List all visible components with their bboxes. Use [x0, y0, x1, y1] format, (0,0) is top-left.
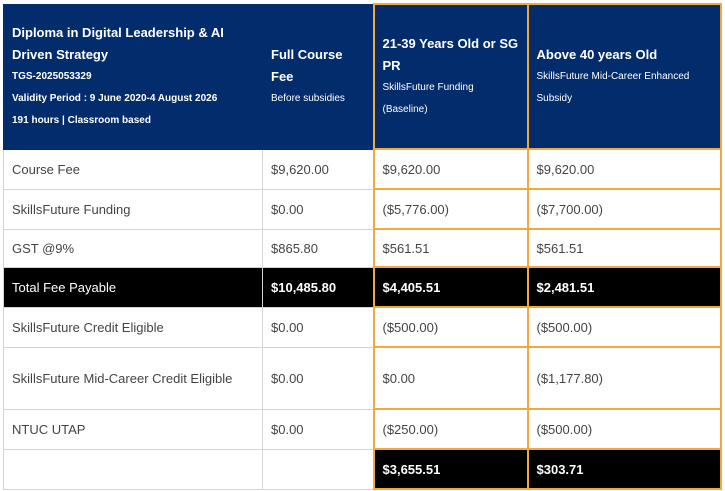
- table-row: GST @9% $865.80 $561.51 $561.51: [3, 228, 722, 268]
- table-cell: $865.80: [262, 228, 374, 268]
- table-cell: ($250.00): [372, 408, 529, 450]
- table-cell: $2,481.51: [526, 266, 722, 308]
- table-cell: $0.00: [262, 306, 374, 348]
- table-row: $3,655.51 $303.71: [3, 448, 722, 490]
- table-cell: NTUC UTAP: [3, 408, 263, 450]
- table-cell: Course Fee: [3, 148, 263, 190]
- header-cell: 21-39 Years Old or SG PR SkillsFuture Fun…: [372, 3, 529, 150]
- table-cell: $9,620.00: [526, 148, 722, 190]
- header-cell: Above 40 years Old SkillsFuture Mid-Caree…: [526, 3, 722, 150]
- table-cell: $9,620.00: [372, 148, 529, 190]
- table-cell: ($500.00): [372, 306, 529, 348]
- table-cell: SkillsFuture Mid-Career Credit Eligible: [3, 346, 263, 410]
- table-cell: $561.51: [372, 228, 529, 268]
- header-title: Above 40 years Old: [536, 46, 658, 62]
- table-cell: $10,485.80: [262, 266, 374, 308]
- header-detail: TGS-2025053329: [12, 70, 92, 82]
- table-row: Total Fee Payable $10,485.80 $4,405.51 $2,4…: [3, 266, 722, 308]
- table-cell: ($500.00): [526, 408, 722, 450]
- table-row: SkillsFuture Mid-Career Credit Eligible $…: [3, 346, 722, 410]
- fee-table: Diploma in Digital Leadership & AI Drive…: [3, 3, 722, 490]
- table-row: Course Fee $9,620.00 $9,620.00 $9,620.00: [3, 148, 722, 190]
- table-cell: SkillsFuture Credit Eligible: [3, 306, 263, 348]
- table-cell: $561.51: [526, 228, 722, 268]
- table-cell: GST @9%: [3, 228, 263, 268]
- table-cell: $0.00: [372, 346, 529, 410]
- header-title: Full Course Fee: [271, 46, 343, 84]
- header-detail: SkillsFuture Funding (Baseline): [382, 81, 474, 115]
- table-row: NTUC UTAP $0.00 ($250.00) ($500.00): [3, 408, 722, 450]
- header-detail: Validity Period : 9 June 2020-4 August 2…: [12, 92, 218, 104]
- table-cell: ($500.00): [526, 306, 722, 348]
- header-title: Diploma in Digital Leadership & AI Drive…: [12, 24, 224, 62]
- header-title: 21-39 Years Old or SG PR: [382, 35, 519, 73]
- table-cell: SkillsFuture Funding: [3, 188, 263, 230]
- table-cell: $4,405.51: [372, 266, 529, 308]
- table-row: SkillsFuture Funding $0.00 ($5,776.00) ($7,…: [3, 188, 722, 230]
- table-cell: $3,655.51: [372, 448, 529, 490]
- header-detail: 191 hours | Classroom based: [12, 114, 151, 126]
- table-cell: [3, 448, 263, 490]
- table-cell: ($7,700.00): [526, 188, 722, 230]
- table-cell: ($1,177.80): [526, 346, 722, 410]
- table-cell: $0.00: [262, 346, 374, 410]
- header-row: Diploma in Digital Leadership & AI Drive…: [3, 3, 722, 150]
- table-cell: $0.00: [262, 188, 374, 230]
- table-cell: [262, 448, 374, 490]
- table-cell: ($5,776.00): [372, 188, 529, 230]
- table-cell: $0.00: [262, 408, 374, 450]
- table-cell: $9,620.00: [262, 148, 374, 190]
- header-cell: Full Course Fee Before subsidies: [262, 3, 374, 150]
- header-detail: SkillsFuture Mid-Career Enhanced Subsidy: [536, 70, 690, 104]
- table-row: SkillsFuture Credit Eligible $0.00 ($500.0…: [3, 306, 722, 348]
- header-detail: Before subsidies: [271, 92, 345, 104]
- header-cell: Diploma in Digital Leadership & AI Drive…: [3, 3, 263, 150]
- table-cell: Total Fee Payable: [3, 266, 263, 308]
- table-cell: $303.71: [526, 448, 722, 490]
